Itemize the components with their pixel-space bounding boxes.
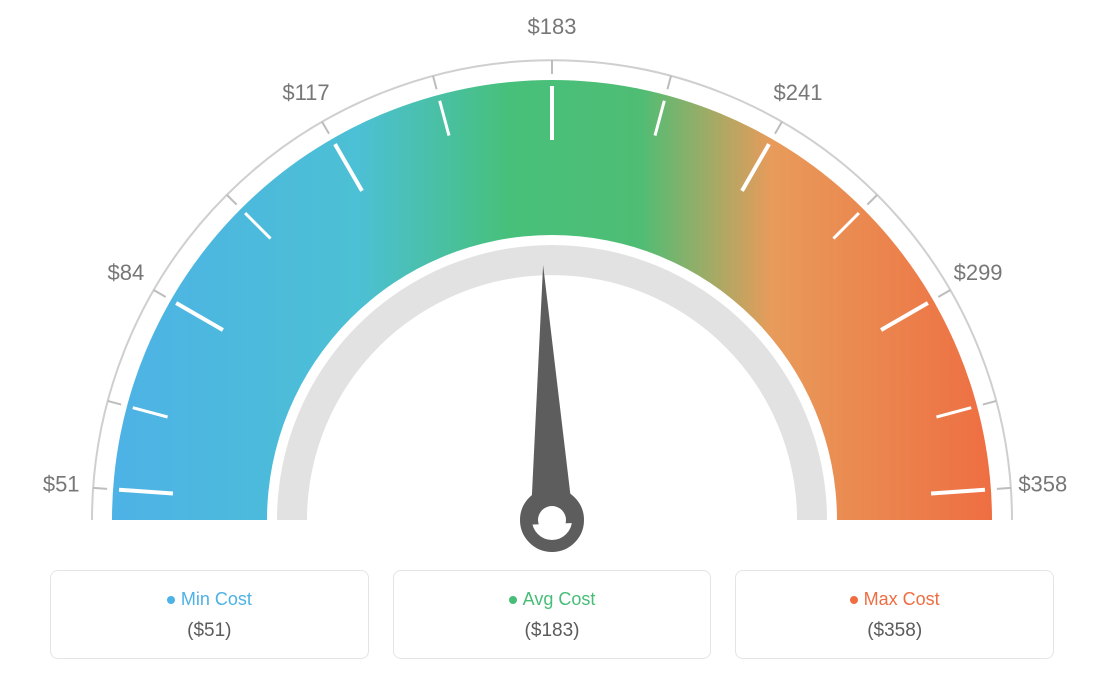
legend-min-label: Min Cost: [181, 589, 252, 609]
dot-icon: [850, 596, 858, 604]
legend-max-title: Max Cost: [748, 589, 1041, 610]
legend-row: Min Cost ($51) Avg Cost ($183) Max Cost …: [0, 570, 1104, 659]
legend-max-value: ($358): [748, 620, 1041, 642]
svg-text:$117: $117: [282, 80, 329, 105]
svg-text:$358: $358: [1018, 472, 1067, 497]
svg-text:$299: $299: [954, 260, 1003, 285]
legend-avg-label: Avg Cost: [523, 589, 596, 609]
svg-text:$51: $51: [43, 472, 80, 497]
dot-icon: [509, 596, 517, 604]
svg-text:$241: $241: [774, 80, 823, 105]
legend-min-value: ($51): [63, 620, 356, 642]
svg-text:$183: $183: [528, 14, 577, 39]
dot-icon: [167, 596, 175, 604]
legend-card-max: Max Cost ($358): [735, 570, 1054, 659]
legend-card-min: Min Cost ($51): [50, 570, 369, 659]
legend-avg-title: Avg Cost: [406, 589, 699, 610]
gauge-svg: $51 $84 $117 $183 $241 $299 $358: [0, 0, 1104, 560]
cost-gauge-chart: $51 $84 $117 $183 $241 $299 $358: [0, 0, 1104, 560]
legend-max-label: Max Cost: [864, 589, 940, 609]
svg-text:$84: $84: [108, 260, 145, 285]
legend-min-title: Min Cost: [63, 589, 356, 610]
legend-avg-value: ($183): [406, 620, 699, 642]
legend-card-avg: Avg Cost ($183): [393, 570, 712, 659]
